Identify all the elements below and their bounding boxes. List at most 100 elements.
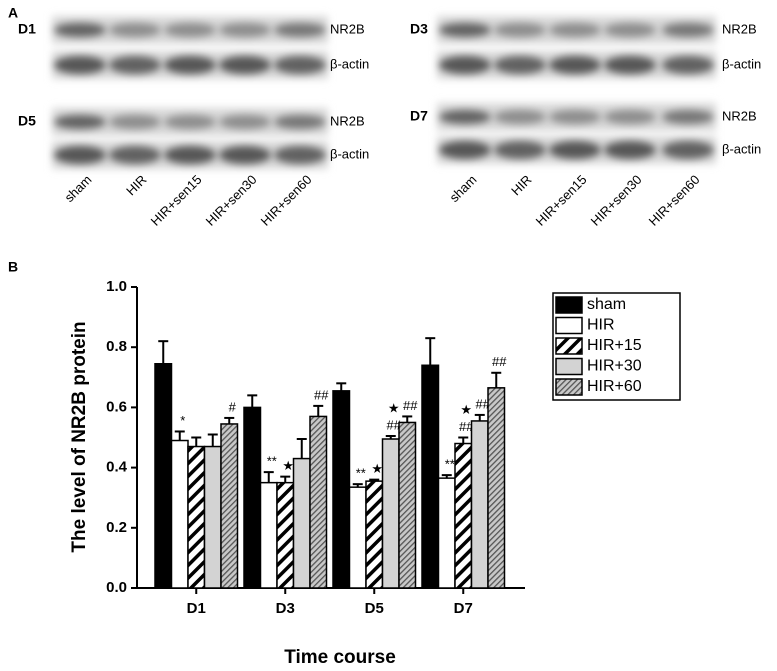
significance-mark: ## [403,398,418,413]
significance-mark: ★ [282,458,294,473]
error-bar [263,471,274,483]
bar [398,421,417,589]
row-label: NR2B [330,113,365,128]
row-label: NR2B [722,108,757,123]
blot-band [604,110,656,124]
blot-band [549,110,601,124]
blot-label: D5 [18,113,36,129]
blot-band [549,23,601,37]
error-bar [158,340,169,364]
error-bar [458,436,469,444]
significance-mark: ★ [371,461,383,476]
blot-band [439,110,491,124]
blot-band [549,56,601,74]
significance-mark: ## [459,419,474,434]
error-bar [191,436,202,447]
x-tick-label: D5 [365,600,384,617]
bar [220,423,239,589]
blot-band [54,23,106,37]
significance-mark: * [180,413,185,428]
bar [437,477,456,589]
y-tick-label: 0.2 [106,519,127,536]
error-bar [441,474,452,479]
legend-label: HIR [587,317,615,334]
y-tick-label: 0.8 [106,338,127,355]
blot-band [439,23,491,37]
error-bar [296,438,307,459]
bar [381,438,400,589]
error-bar [247,394,258,408]
blot-band [662,110,714,124]
significance-mark: ## [492,354,507,369]
lane-label: HIR+sen15 [148,172,205,229]
bar [470,420,489,589]
significance-mark: ** [356,466,366,481]
blot-band [494,56,546,74]
error-bar [224,416,235,424]
bar [309,415,328,589]
bar [292,457,311,589]
lane-label: HIR+sen60 [646,172,703,229]
significance-mark: ★ [388,400,400,415]
blot-band [439,56,491,74]
lane-label: sham [61,172,94,205]
error-bar [174,430,185,441]
significance-mark: ★ [460,402,472,417]
blot-band [219,115,271,129]
blot-band [662,141,714,159]
blot-band [549,141,601,159]
bar [154,363,173,589]
blot-band [274,115,326,129]
row-label: β-actin [722,56,761,71]
blot-band [54,56,106,74]
bar [348,486,367,589]
blot-label: D1 [18,21,36,37]
blot-band [164,146,216,164]
row-label: β-actin [330,56,369,71]
legend-swatch [555,378,583,396]
error-bar [491,371,502,388]
lane-label: HIR [508,172,534,198]
row-label: β-actin [722,141,761,156]
panel-label: B [8,259,18,275]
blot-band [109,146,161,164]
row-label: NR2B [722,21,757,36]
x-axis-label: Time course [284,647,396,668]
legend-label: HIR+30 [587,358,642,375]
significance-mark: ## [476,396,491,411]
legend-label: sham [587,296,626,313]
blot-band [54,115,106,129]
panel-label: A [8,5,18,21]
blot-band [164,23,216,37]
error-bar [207,433,218,447]
legend-swatch [555,357,583,376]
blot-band [274,23,326,37]
legend-swatch [555,337,583,355]
bar [170,439,189,589]
legend-swatch [555,296,583,314]
blot-band [109,23,161,37]
blot-band [274,56,326,74]
row-label: β-actin [330,146,369,161]
y-tick-label: 1.0 [106,278,127,295]
y-tick-label: 0.4 [106,459,128,476]
lane-label: HIR+sen30 [588,172,645,229]
error-bar [425,337,436,366]
blot-band [604,23,656,37]
y-tick-label: 0.0 [106,579,127,596]
significance-mark: ## [387,417,402,432]
legend-swatch [555,316,583,335]
bar [243,406,262,589]
y-tick-label: 0.6 [106,398,127,415]
blot-band [219,23,271,37]
blot-band [54,146,106,164]
blot-band [439,141,491,159]
significance-mark: ** [445,457,455,472]
blot-label: D3 [410,21,428,37]
error-bar [336,382,347,391]
error-bar [280,475,291,483]
lane-label: sham [446,172,479,205]
y-axis-label: The level of NR2B protein [69,321,90,552]
row-label: NR2B [330,21,365,36]
